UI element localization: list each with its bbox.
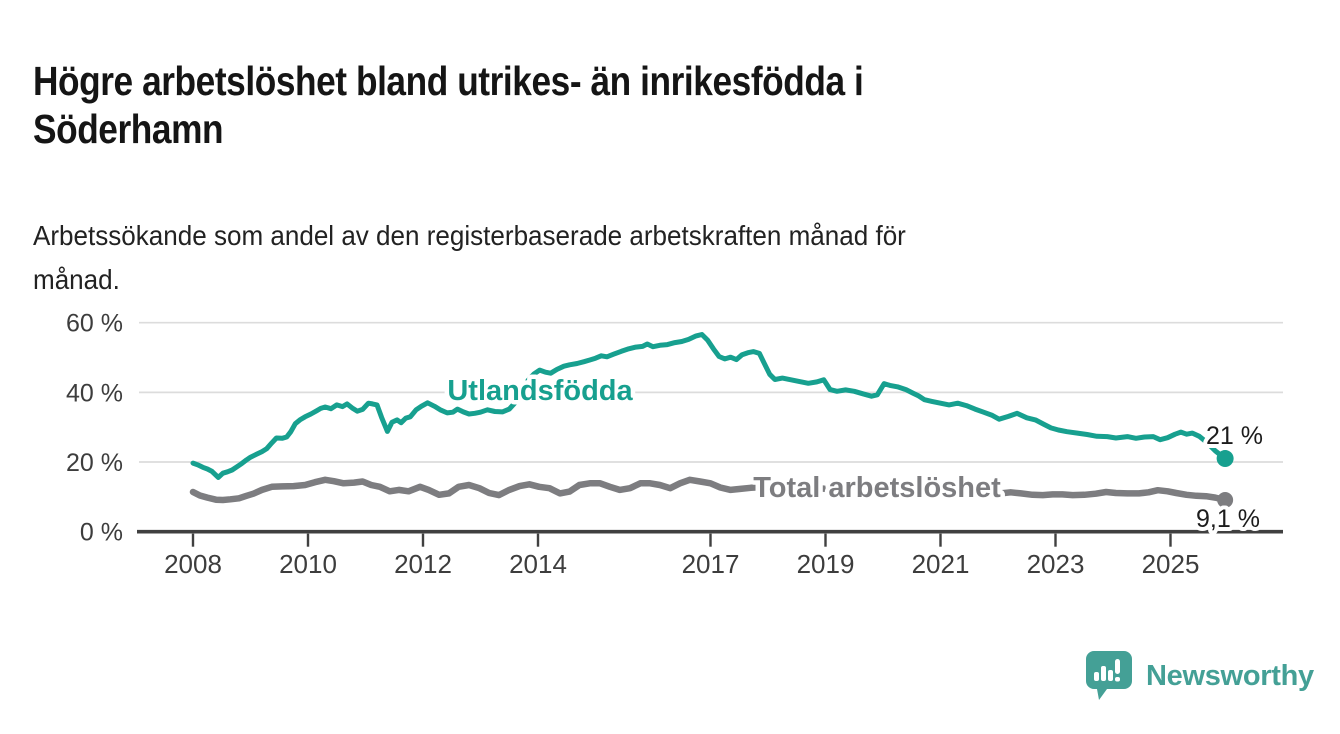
x-axis-tick-label: 2023 xyxy=(1027,549,1085,579)
logo-exclamation-dot xyxy=(1115,677,1120,682)
x-axis-tick-label: 2012 xyxy=(394,549,452,579)
x-axis-tick-label: 2021 xyxy=(912,549,970,579)
y-axis-tick-label: 20 % xyxy=(66,449,123,477)
x-axis-tick-label: 2019 xyxy=(797,549,855,579)
series-label-utlandsfodda: Utlandsfödda xyxy=(447,375,633,407)
bar-chart-speech-bubble-icon xyxy=(1086,651,1132,700)
chart-subtitle: Arbetssökande som andel av den registerb… xyxy=(33,214,906,302)
x-axis-tick-label: 2008 xyxy=(164,549,222,579)
series-end-dot xyxy=(1217,492,1234,509)
y-axis-tick-label: 60 % xyxy=(66,310,123,338)
logo-bar-2 xyxy=(1101,666,1106,681)
series-label-total-arbetsloshet: Total arbetslöshet xyxy=(753,472,1001,504)
brand-name: Newsworthy xyxy=(1146,659,1314,692)
logo-bar-3 xyxy=(1108,670,1113,681)
series-end-value-label: 21 % xyxy=(1206,422,1263,450)
y-axis-tick-label: 0 % xyxy=(80,519,123,547)
series-line-total-arbetsloshet xyxy=(189,476,1229,504)
title-line-2: Söderhamn xyxy=(33,106,224,153)
newsworthy-logo: Newsworthy xyxy=(1085,650,1314,702)
series-line-utlandsfodda xyxy=(190,332,1228,480)
x-axis-tick-label: 2025 xyxy=(1142,549,1200,579)
subtitle-line-2: månad. xyxy=(33,264,120,295)
logo-bar-1 xyxy=(1094,672,1099,681)
y-axis-tick-label: 40 % xyxy=(66,379,123,407)
x-axis-tick-label: 2017 xyxy=(682,549,740,579)
title-line-1: Högre arbetslöshet bland utrikes- än inr… xyxy=(33,58,864,105)
logo-exclamation-bar xyxy=(1115,659,1120,674)
series-end-dot xyxy=(1216,450,1234,468)
x-axis-tick-label: 2010 xyxy=(279,549,337,579)
page-title: Högre arbetslöshet bland utrikes- än inr… xyxy=(33,57,864,153)
subtitle-line-1: Arbetssökande som andel av den registerb… xyxy=(33,220,906,251)
series-end-value-label: 9,1 % xyxy=(1196,505,1260,533)
x-axis-tick-label: 2014 xyxy=(509,549,567,579)
